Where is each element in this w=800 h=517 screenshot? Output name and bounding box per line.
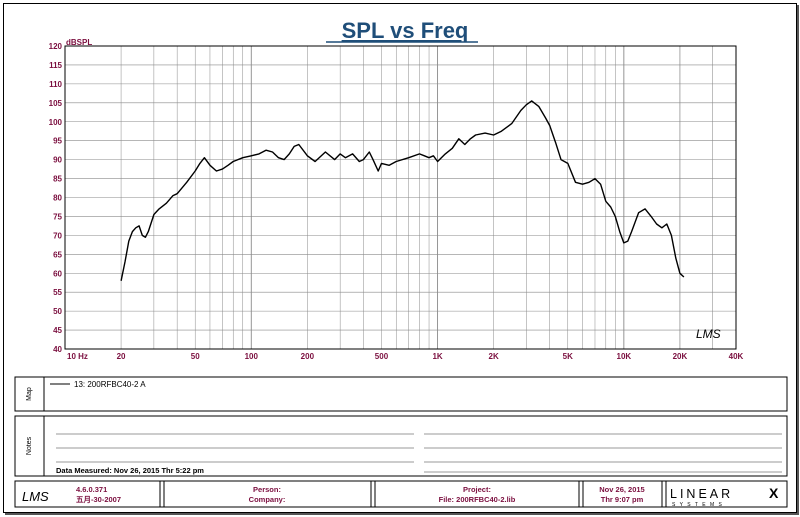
lms-corner-mark: LMS <box>696 327 721 341</box>
y-tick-label: 85 <box>53 175 62 184</box>
report-canvas: SPL vs Freq 4045505560657075808590951001… <box>14 18 788 508</box>
y-tick-label: 70 <box>53 231 62 240</box>
y-tick-label: 110 <box>49 80 62 89</box>
y-tick-label: 55 <box>53 288 62 297</box>
plot-grid <box>64 45 737 350</box>
notes-lines <box>56 433 782 473</box>
chart-title: SPL vs Freq <box>342 18 469 43</box>
x-axis-ticks: 10 Hz 20 50 100 200 500 1K 2K 5K 10K 20K 40K <box>67 352 744 361</box>
y-axis-ticks: 40 45 50 55 60 65 70 75 80 85 90 95 100 105 110 115 120 <box>49 42 63 354</box>
footer-time: Thr 9:07 pm <box>601 495 644 504</box>
footer-date: Nov 26, 2015 <box>599 485 644 494</box>
x-tick-label: 40K <box>729 352 744 361</box>
x-tick-label: 500 <box>375 352 389 361</box>
y-tick-label: 95 <box>53 137 62 146</box>
footer-file-label: File: 200RFBC40-2.lib <box>439 495 516 504</box>
y-tick-label: 105 <box>49 99 63 108</box>
y-tick-label: 45 <box>53 326 62 335</box>
legend-entry: 13: 200RFBC40-2 A <box>74 380 146 389</box>
y-tick-label: 40 <box>53 345 62 354</box>
y-tick-label: 80 <box>53 194 62 203</box>
data-measured-text: Data Measured: Nov 26, 2015 Thr 5:22 pm <box>56 466 204 475</box>
report-frame: SPL vs Freq 40 45 50 55 60 65 70 75 80 85 90 95 100 1… <box>3 3 797 513</box>
x-tick-label: 200 <box>301 352 315 361</box>
y-tick-label: 115 <box>49 61 62 70</box>
y-tick-label: 90 <box>53 156 62 165</box>
footer-bar <box>14 480 788 508</box>
series-line <box>120 100 685 281</box>
footer-version-date: 五月-30-2007 <box>76 495 121 504</box>
footer-company-label: Company: <box>249 495 286 504</box>
map-panel-label: Map <box>26 387 33 401</box>
x-tick-label: 2K <box>489 352 499 361</box>
x-tick-label: 20K <box>673 352 688 361</box>
footer-brand-sub: S Y S T E M S <box>672 502 723 508</box>
plot-area <box>64 45 737 350</box>
x-tick-label: 50 <box>191 352 200 361</box>
footer-brand-x: X <box>769 485 779 501</box>
y-tick-label: 50 <box>53 307 62 316</box>
y-axis-unit-label: dBSPL <box>66 38 92 47</box>
footer-brand-main: LINEAR <box>670 487 733 501</box>
y-tick-label: 120 <box>49 42 63 51</box>
footer-lms-logo: LMS <box>22 489 49 504</box>
x-tick-label: 10 Hz <box>67 352 88 361</box>
y-tick-label: 100 <box>49 118 63 127</box>
x-tick-label: 100 <box>245 352 259 361</box>
footer-project-label: Project: <box>463 485 491 494</box>
y-tick-label: 75 <box>53 212 62 221</box>
footer-version: 4.6.0.371 <box>76 485 107 494</box>
notes-panel-label: Notes <box>26 436 33 455</box>
x-tick-label: 20 <box>117 352 126 361</box>
series-layer <box>120 100 685 281</box>
x-tick-label: 1K <box>432 352 442 361</box>
x-tick-label: 5K <box>563 352 573 361</box>
y-tick-label: 60 <box>53 269 62 278</box>
x-tick-label: 10K <box>617 352 632 361</box>
y-tick-label: 65 <box>53 250 62 259</box>
notes-panel <box>14 415 788 477</box>
map-panel <box>14 376 788 412</box>
footer-person-label: Person: <box>253 485 281 494</box>
